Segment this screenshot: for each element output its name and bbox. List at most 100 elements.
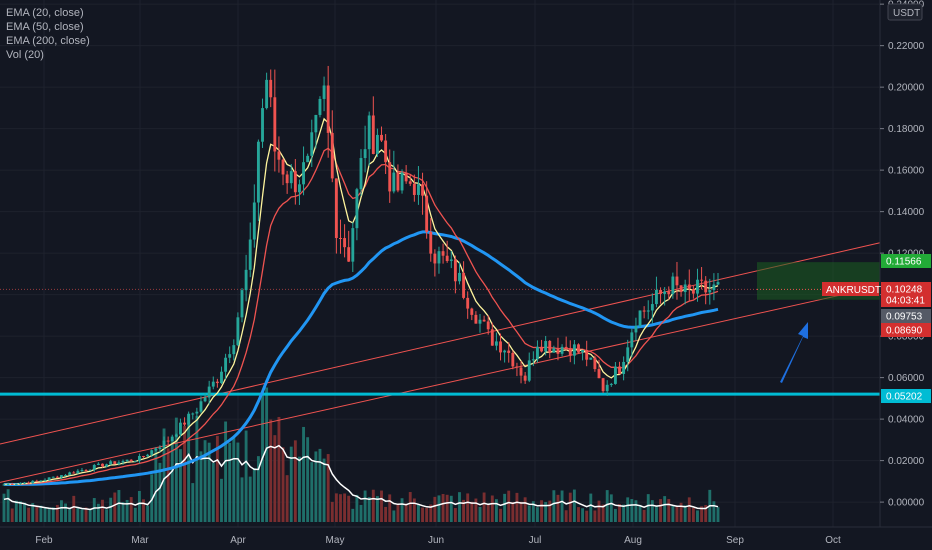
candle-body <box>228 354 232 358</box>
candle-body <box>318 98 322 115</box>
volume-bar <box>380 490 383 522</box>
candle-body <box>490 329 494 346</box>
upper-channel-line <box>0 242 881 445</box>
volume-bar <box>462 499 466 522</box>
ema200-line <box>4 230 719 486</box>
volume-bar <box>105 509 109 522</box>
candle-body <box>310 132 314 156</box>
candle-body <box>704 280 708 293</box>
candle-body <box>6 483 10 485</box>
x-tick-label: Jul <box>529 535 542 546</box>
volume-bar <box>133 507 137 522</box>
candle-body <box>712 284 716 291</box>
candle-body <box>408 181 412 184</box>
candle-body <box>425 195 429 232</box>
y-tick-label: 0.04000 <box>888 415 925 426</box>
volume-bar <box>191 483 195 522</box>
candle-body <box>445 255 449 262</box>
volume-bar <box>187 414 191 522</box>
volume-bar <box>339 494 342 522</box>
candle-body <box>429 231 433 254</box>
legend-ema20[interactable]: EMA (20, close) <box>6 7 84 19</box>
candle-body <box>80 469 84 471</box>
volume-bar <box>712 501 716 522</box>
price-tag-bg <box>881 389 931 403</box>
volume-bar <box>6 489 10 522</box>
volume-bar <box>31 503 35 522</box>
candle-body <box>133 460 137 462</box>
volume-bar <box>560 490 564 522</box>
candle-body <box>183 422 186 425</box>
candle-body <box>593 357 597 370</box>
candle-body <box>613 366 617 384</box>
candle-body <box>76 470 80 474</box>
volume-bar <box>109 497 113 522</box>
volume-bar <box>72 495 76 522</box>
x-tick-label: Feb <box>35 535 53 546</box>
volume-bar <box>691 507 695 522</box>
volume-bar <box>248 476 252 522</box>
candle-body <box>306 155 310 163</box>
volume-bar <box>203 440 207 522</box>
price-tag-label: 04:03:41 <box>886 296 925 307</box>
volume-bar <box>572 489 576 522</box>
volume-bar <box>408 492 412 522</box>
volume-bar <box>417 504 420 522</box>
volume-bar <box>289 446 293 522</box>
volume-bar <box>228 442 232 522</box>
x-tick-label: Sep <box>726 535 744 546</box>
volume-bar <box>162 428 166 522</box>
candle-body <box>421 184 424 196</box>
candle-body <box>43 479 47 481</box>
candle-body <box>334 178 338 238</box>
candle-body <box>359 158 363 190</box>
volume-bar <box>650 500 654 522</box>
price-tag-bg <box>881 323 931 337</box>
x-tick-label: Apr <box>230 535 246 546</box>
volume-bar <box>494 499 498 522</box>
legend-ema50[interactable]: EMA (50, close) <box>6 21 84 33</box>
candle-body <box>626 347 630 362</box>
volume-bar <box>310 462 314 522</box>
volume-bar <box>527 505 531 522</box>
volume-bar <box>154 447 158 522</box>
y-tick-label: 0.18000 <box>888 124 925 135</box>
price-tag-label: 0.08690 <box>886 326 923 337</box>
volume-bar <box>544 501 548 522</box>
volume-bar <box>482 492 486 522</box>
candle-body <box>68 472 72 475</box>
candle-body <box>166 440 170 442</box>
candle-body <box>207 386 211 398</box>
indicator-legend: EMA (20, close) EMA (50, close) EMA (200… <box>6 6 90 62</box>
legend-ema200[interactable]: EMA (200, close) <box>6 35 90 47</box>
candle-body <box>683 284 687 293</box>
candle-body <box>298 184 301 193</box>
candle-body <box>363 149 367 159</box>
volume-bar <box>458 492 461 522</box>
volume-bar <box>433 496 437 522</box>
volume-bar <box>269 419 273 522</box>
candle-body <box>96 463 100 465</box>
volume-bar <box>351 508 355 522</box>
candle-body <box>486 321 490 330</box>
candle-body <box>708 290 712 293</box>
price-tag-label: 0.05202 <box>886 392 923 403</box>
y-tick-label: 0.14000 <box>888 207 925 218</box>
volume-bar <box>437 495 441 522</box>
volume-bar <box>630 499 634 522</box>
trend-drawings[interactable] <box>0 242 881 483</box>
volume-bar <box>445 494 449 522</box>
volume-bar <box>302 426 305 522</box>
candle-body <box>343 238 347 248</box>
volume-bar <box>704 505 708 522</box>
candle-body <box>146 454 150 457</box>
candle-body <box>577 344 580 353</box>
candle-body <box>638 310 642 326</box>
legend-volume[interactable]: Vol (20) <box>6 49 44 61</box>
volume-bar <box>564 510 568 522</box>
candle-body <box>273 97 277 152</box>
volume-bar <box>601 504 605 522</box>
candle-body <box>622 361 626 374</box>
